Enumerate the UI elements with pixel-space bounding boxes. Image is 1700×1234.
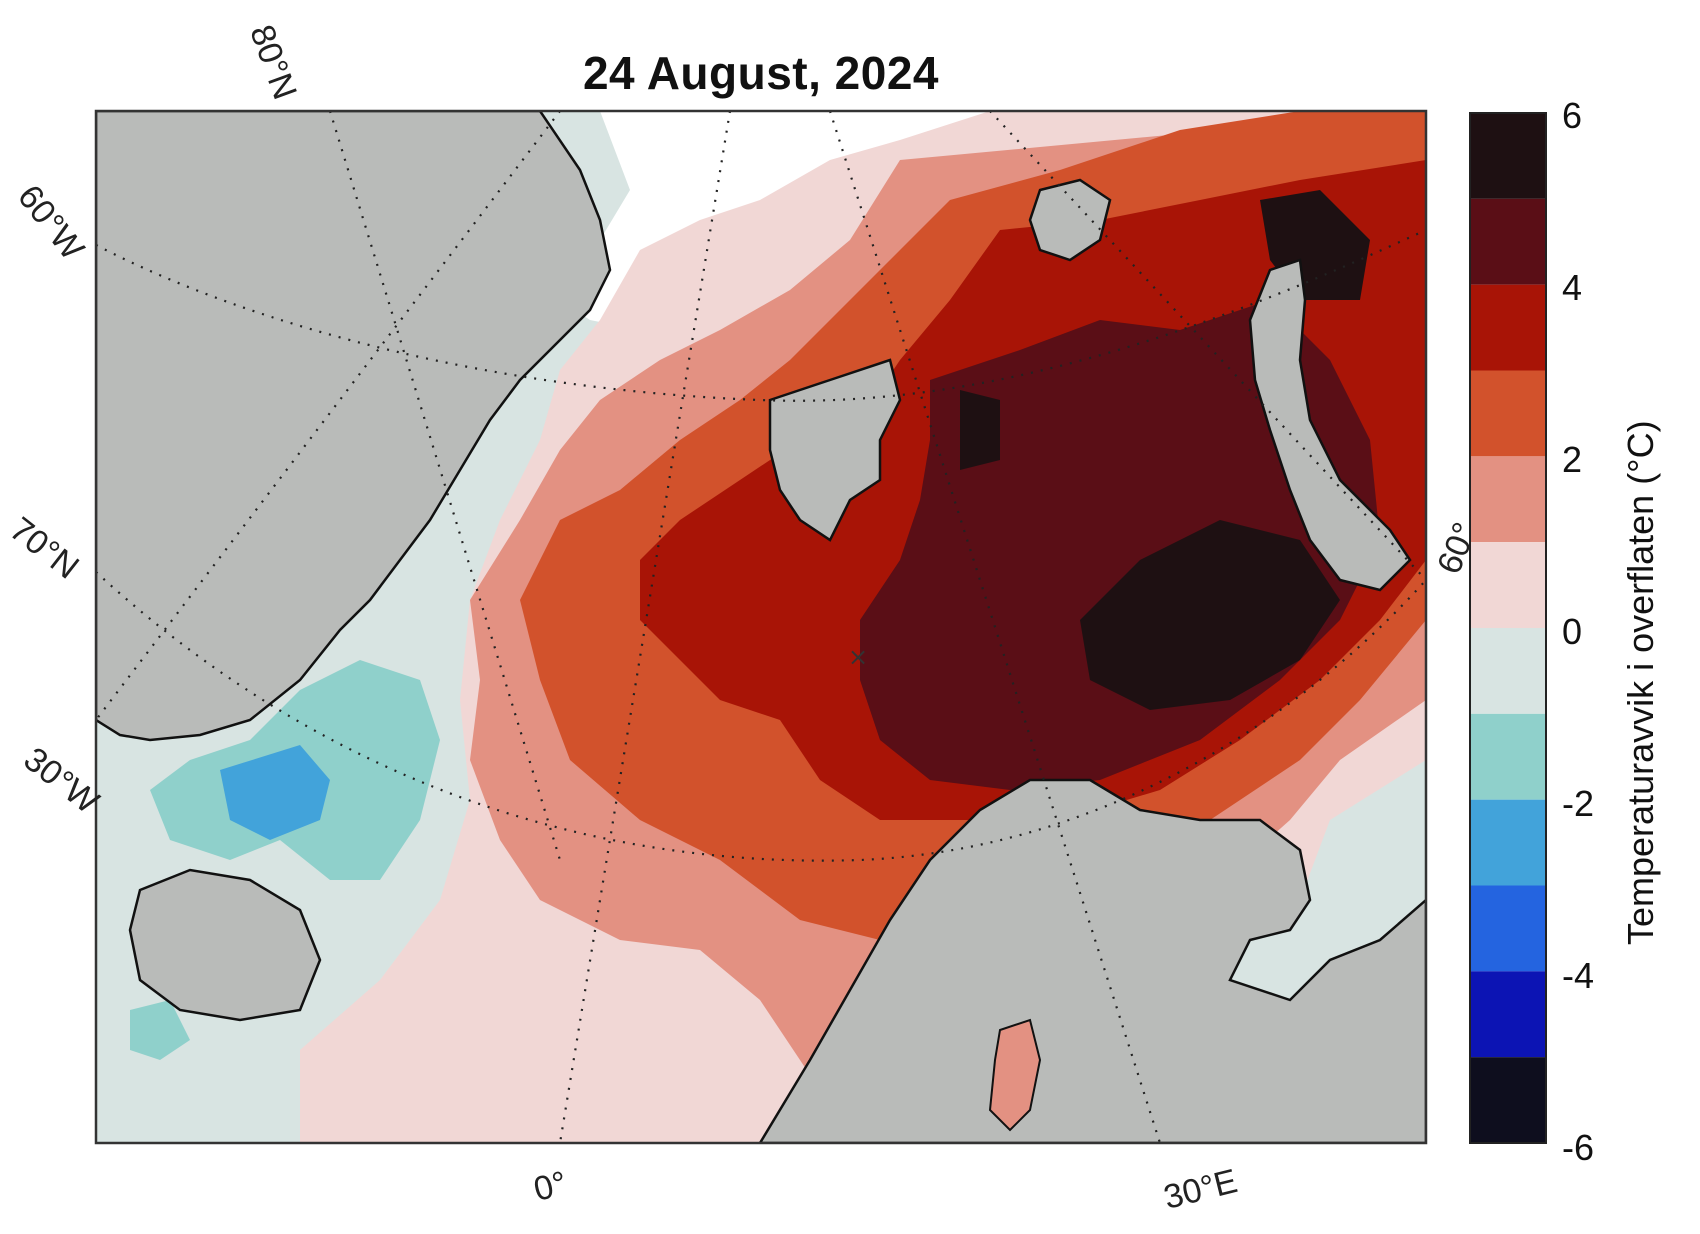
colorbar-swatch [1470, 198, 1546, 285]
colorbar-tick: -2 [1562, 783, 1595, 824]
colorbar-swatch [1470, 799, 1546, 886]
colorbar-swatch [1470, 628, 1546, 714]
colorbar-tick: 6 [1562, 95, 1583, 136]
map-frame [94, 109, 1428, 1145]
colorbar-tick: 4 [1562, 267, 1583, 308]
colorbar-swatch [1470, 113, 1546, 199]
station-marker: × [848, 643, 868, 671]
scandinavia-landmass [758, 778, 1426, 1143]
map-title: 24 August, 2024 [582, 47, 940, 99]
iceland-landmass [128, 868, 322, 1022]
colorbar-tick: 2 [1562, 439, 1583, 480]
colorbar-swatch [1470, 542, 1546, 628]
greenland-landmass [96, 111, 612, 742]
franz-josef-land [1028, 178, 1112, 262]
colorbar-swatch [1470, 456, 1546, 543]
colorbar-swatch [1470, 971, 1546, 1058]
anomaly-5-6 [960, 190, 1370, 710]
graticule [96, 111, 1426, 1143]
colorbar [1469, 112, 1547, 1144]
anomaly-minus1-0 [130, 660, 440, 1060]
lake-shape [988, 1018, 1042, 1132]
colorbar-swatch [1470, 284, 1546, 371]
colorbar-tick: -4 [1562, 955, 1595, 996]
colorbar-tick: -6 [1562, 1127, 1595, 1168]
colorbar-tick: 0 [1562, 611, 1583, 652]
colorbar-border [1469, 112, 1547, 1144]
colorbar-swatch [1470, 885, 1546, 972]
colorbar-label: Temperaturavvik i overflaten (°C) [1620, 420, 1661, 945]
colorbar-swatch [1470, 1057, 1546, 1143]
colorbar-swatch [1470, 713, 1546, 800]
colorbar-swatch [1470, 370, 1546, 457]
svalbard-landmass [768, 358, 902, 542]
anomaly-minus2-1 [220, 745, 330, 840]
